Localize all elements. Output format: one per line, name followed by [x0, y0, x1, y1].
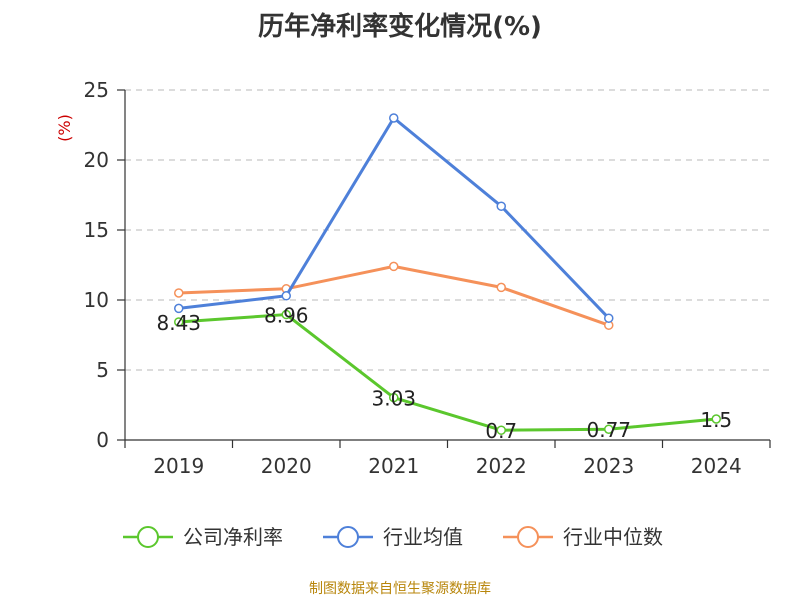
data-label: 8.43	[156, 311, 201, 335]
data-label: 3.03	[371, 387, 416, 411]
axes: 0 5 10 15 20 25 2019 2020 2021 2022 2023 2024 (%)	[55, 78, 770, 478]
y-tick-label: 0	[96, 428, 109, 452]
y-tick-label: 10	[84, 288, 109, 312]
line-chart: 0 5 10 15 20 25 2019 2020 2021 2022 2023 2024 (%) 8.…	[0, 0, 800, 600]
y-tick-label: 20	[84, 148, 109, 172]
data-point	[390, 262, 398, 270]
y-tick-label: 5	[96, 358, 109, 382]
data-point	[497, 202, 505, 210]
x-tick-label: 2024	[691, 454, 742, 478]
legend-label: 公司净利率	[183, 525, 283, 549]
x-tick-label: 2021	[368, 454, 419, 478]
legend-label: 行业均值	[383, 525, 463, 549]
data-point	[390, 114, 398, 122]
data-labels: 8.43 8.96 3.03 0.7 0.77 1.5	[156, 304, 732, 444]
y-tick-label: 25	[84, 78, 109, 102]
data-point	[175, 289, 183, 297]
x-tick-label: 2020	[261, 454, 312, 478]
data-point	[282, 292, 290, 300]
data-label: 1.5	[700, 408, 732, 432]
y-tick-label: 15	[84, 218, 109, 242]
legend-marker	[138, 527, 158, 547]
series-line-2	[179, 118, 609, 318]
data-label: 0.77	[586, 418, 631, 442]
y-axis-unit-label: (%)	[55, 114, 74, 142]
grid-lines	[125, 90, 770, 370]
x-tick-label: 2023	[583, 454, 634, 478]
data-label: 0.7	[485, 419, 517, 443]
data-label: 8.96	[264, 304, 309, 328]
legend-marker	[518, 527, 538, 547]
data-point	[497, 283, 505, 291]
legend-label: 行业中位数	[563, 525, 663, 549]
x-tick-label: 2022	[476, 454, 527, 478]
data-point	[605, 314, 613, 322]
legend-marker	[338, 527, 358, 547]
series-line-1	[179, 315, 717, 431]
legend: 公司净利率 行业均值 行业中位数	[123, 525, 663, 549]
source-note: 制图数据来自恒生聚源数据库	[0, 578, 800, 598]
x-tick-label: 2019	[153, 454, 204, 478]
series-lines	[175, 114, 721, 434]
